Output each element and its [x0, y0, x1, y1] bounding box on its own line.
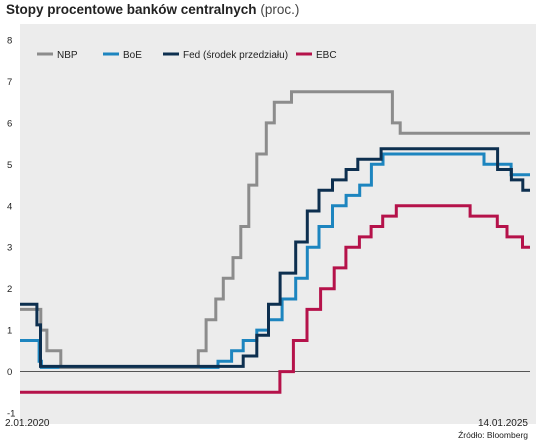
chart-title-block: Stopy procentowe banków centralnych (pro…: [6, 2, 299, 17]
y-tick-label: 2: [7, 284, 12, 295]
legend: NBP BoE Fed (środek przedziału) EBC: [37, 50, 337, 61]
series-lines: [20, 90, 530, 394]
x-axis-labels: 2.01.2020 14.01.2025: [5, 418, 528, 429]
y-axis-ticks: -1 0 1 2 3 4 5 6 7 8: [7, 36, 530, 420]
y-tick-label: 7: [7, 77, 12, 88]
series-line: [20, 147, 530, 368]
x-tick-label: 2.01.2020: [5, 418, 50, 429]
source-note: Źródło: Bloomberg: [458, 430, 528, 440]
legend-label: BoE: [123, 50, 142, 61]
y-tick-label: 4: [7, 201, 12, 212]
series-line: [20, 204, 530, 394]
y-tick-label: 6: [7, 118, 12, 129]
legend-label: Fed (środek przedziału): [183, 50, 288, 61]
series-line: [20, 152, 530, 369]
y-tick-label: 8: [7, 36, 12, 47]
y-tick-label: -1: [7, 409, 15, 420]
y-tick-label: 5: [7, 160, 12, 171]
plot-background: [20, 24, 536, 424]
y-tick-label: 1: [7, 326, 12, 337]
legend-label: NBP: [57, 50, 78, 61]
legend-label: EBC: [316, 50, 337, 61]
chart-unit: (proc.): [260, 2, 300, 17]
x-tick-label: 14.01.2025: [478, 418, 528, 429]
y-tick-label: 3: [7, 243, 12, 254]
y-tick-label: 0: [7, 367, 12, 378]
chart-title: Stopy procentowe banków centralnych: [6, 2, 257, 17]
series-line: [20, 90, 530, 369]
